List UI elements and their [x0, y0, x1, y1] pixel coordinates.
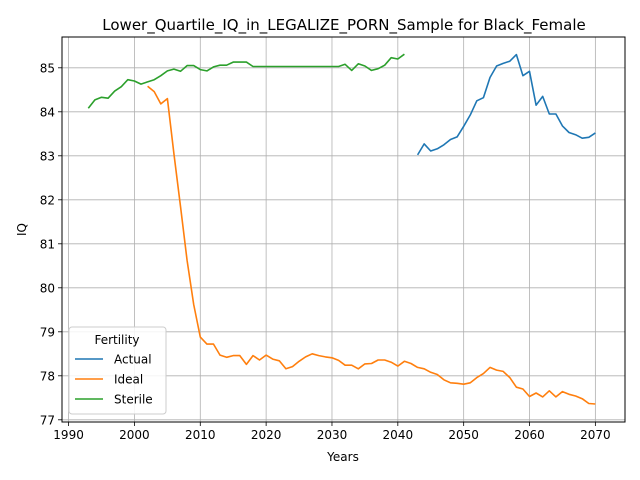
y-tick-label: 78	[40, 369, 55, 383]
y-axis-label: IQ	[15, 223, 29, 236]
y-tick-label: 83	[40, 149, 55, 163]
series-line-ideal	[147, 85, 596, 405]
y-tick-label: 85	[40, 61, 55, 75]
y-tick-label: 77	[40, 413, 55, 427]
x-tick-label: 2050	[448, 428, 479, 442]
x-tick-label: 2060	[514, 428, 545, 442]
y-tick-label: 81	[40, 237, 55, 251]
x-axis-label: Years	[326, 450, 359, 464]
y-tick-label: 82	[40, 193, 55, 207]
x-tick-label: 1990	[53, 428, 84, 442]
x-tick-label: 2070	[580, 428, 611, 442]
grid-lines	[62, 37, 625, 422]
legend-box	[68, 326, 167, 415]
y-tick-label: 80	[40, 281, 55, 295]
x-tick-label: 2000	[119, 428, 150, 442]
x-tick-label: 2040	[383, 428, 414, 442]
data-series	[87, 53, 596, 405]
legend: Fertility Actual Ideal Sterile	[68, 326, 167, 415]
series-line-sterile	[87, 53, 405, 109]
y-tick-label: 79	[40, 325, 55, 339]
legend-label-actual: Actual	[114, 353, 152, 367]
legend-label-ideal: Ideal	[114, 373, 143, 387]
y-tick-label: 84	[40, 105, 55, 119]
chart-title: Lower_Quartile_IQ_in_LEGALIZE_PORN_Sampl…	[102, 16, 585, 35]
plot-frame	[61, 36, 626, 423]
x-tick-label: 2020	[251, 428, 282, 442]
series-line-actual	[416, 53, 596, 156]
x-tick-label: 2030	[317, 428, 348, 442]
axis-ticks: 1990 2000 2010 2020 2030 2040 2050 2060 2070 77 78…	[40, 61, 611, 442]
x-tick-label: 2010	[185, 428, 216, 442]
legend-title: Fertility	[94, 333, 139, 347]
legend-label-sterile: Sterile	[114, 393, 153, 407]
